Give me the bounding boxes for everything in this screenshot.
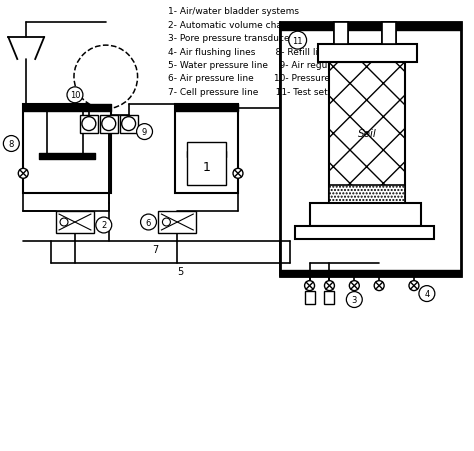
Bar bbox=[329, 186, 405, 204]
Text: 6- Air pressure line       10- Pressure gauge: 6- Air pressure line 10- Pressure gauge bbox=[168, 74, 362, 83]
Circle shape bbox=[74, 46, 137, 110]
Circle shape bbox=[96, 217, 112, 234]
Circle shape bbox=[67, 87, 83, 104]
Bar bbox=[80, 115, 98, 133]
Text: 5: 5 bbox=[177, 266, 183, 276]
Circle shape bbox=[141, 215, 156, 230]
Bar bbox=[175, 105, 238, 194]
Circle shape bbox=[60, 219, 68, 226]
Bar bbox=[382, 23, 396, 45]
Bar bbox=[23, 105, 111, 194]
Bar bbox=[382, 23, 396, 45]
Bar bbox=[305, 291, 315, 304]
Circle shape bbox=[305, 281, 315, 291]
Circle shape bbox=[289, 32, 307, 50]
Circle shape bbox=[102, 117, 116, 131]
Text: 7: 7 bbox=[152, 244, 159, 254]
Text: 5- Water pressure line    9- Air regulators: 5- Water pressure line 9- Air regulators bbox=[168, 61, 354, 70]
Bar bbox=[120, 115, 137, 133]
Text: 11: 11 bbox=[292, 37, 303, 46]
Bar bbox=[100, 115, 118, 133]
Circle shape bbox=[3, 136, 19, 152]
Text: Soil: Soil bbox=[358, 128, 377, 138]
Circle shape bbox=[349, 281, 359, 291]
Bar bbox=[335, 23, 348, 45]
Bar bbox=[187, 142, 226, 186]
Circle shape bbox=[346, 292, 362, 308]
Text: 4- Air flushing lines       8- Refill line: 4- Air flushing lines 8- Refill line bbox=[168, 47, 330, 56]
Bar bbox=[335, 23, 348, 45]
Bar bbox=[295, 226, 434, 239]
Bar bbox=[158, 212, 196, 234]
Bar bbox=[329, 63, 405, 204]
Circle shape bbox=[374, 281, 384, 291]
Text: 1- Air/water bladder systems: 1- Air/water bladder systems bbox=[168, 7, 300, 16]
Circle shape bbox=[137, 124, 153, 140]
Bar bbox=[318, 45, 417, 63]
Text: 2: 2 bbox=[101, 221, 106, 230]
Circle shape bbox=[122, 117, 136, 131]
Circle shape bbox=[233, 169, 243, 179]
Bar bbox=[280, 23, 461, 276]
Text: 3: 3 bbox=[352, 295, 357, 304]
Text: 1: 1 bbox=[202, 161, 210, 174]
Bar bbox=[56, 212, 94, 234]
Text: 7- Cell pressure line      11- Test setup cell: 7- Cell pressure line 11- Test setup cel… bbox=[168, 87, 358, 97]
Text: 10: 10 bbox=[70, 91, 80, 100]
Text: 3- Pore pressure transducer: 3- Pore pressure transducer bbox=[168, 34, 294, 43]
Text: 6: 6 bbox=[146, 218, 151, 227]
Bar bbox=[310, 204, 421, 226]
Circle shape bbox=[325, 281, 335, 291]
Bar bbox=[325, 291, 335, 304]
Circle shape bbox=[409, 281, 419, 291]
Circle shape bbox=[163, 219, 170, 226]
Text: 4: 4 bbox=[424, 290, 429, 299]
Text: 9: 9 bbox=[142, 128, 147, 137]
Text: 2- Automatic volume change apparatuses: 2- Automatic volume change apparatuses bbox=[168, 21, 358, 30]
Circle shape bbox=[18, 169, 28, 179]
Text: 8: 8 bbox=[9, 140, 14, 149]
Circle shape bbox=[82, 117, 96, 131]
Circle shape bbox=[419, 286, 435, 302]
